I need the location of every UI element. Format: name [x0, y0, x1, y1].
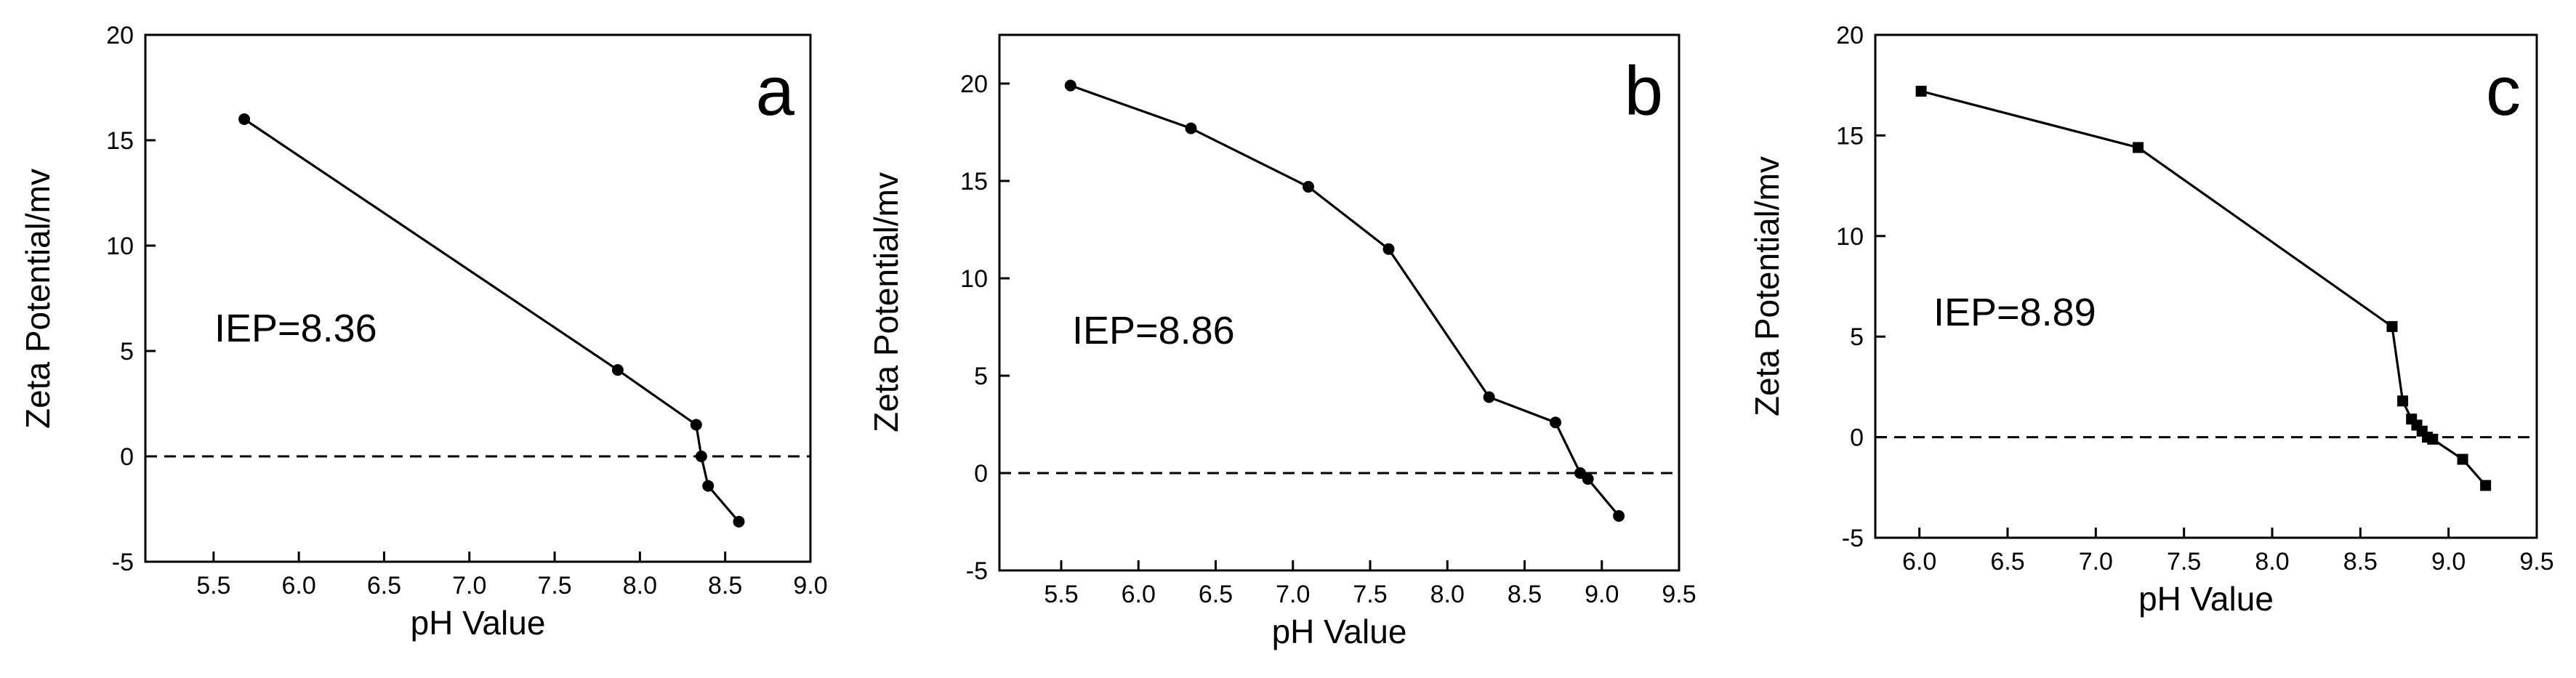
y-tick-label: 0 — [974, 460, 988, 488]
data-point — [611, 364, 624, 376]
y-tick-label: 5 — [120, 338, 134, 366]
data-point — [1185, 122, 1197, 134]
panel-label: c — [2486, 52, 2521, 130]
x-tick-label: 8.0 — [1430, 581, 1465, 608]
data-point — [1613, 509, 1625, 522]
y-tick-label: -5 — [1842, 525, 1864, 552]
x-tick-label: 9.5 — [2519, 548, 2553, 576]
y-axis-label: Zeta Potential/mv — [19, 169, 57, 429]
x-axis-label: pH Value — [411, 604, 546, 642]
panel-label: a — [756, 52, 795, 130]
data-point — [2427, 433, 2439, 445]
x-tick-label: 6.5 — [1199, 581, 1233, 608]
data-point — [1915, 86, 1927, 97]
y-tick-label: 15 — [960, 168, 988, 195]
y-tick-label: 0 — [120, 443, 134, 471]
y-tick-label: 10 — [960, 265, 988, 293]
x-tick-label: 9.0 — [793, 572, 827, 600]
chart-panel-b: 5.5 6.0 6.5 7.0 7.5 8.0 8.5 9.0 9.5 -5 0 5 10 15 20 pH … — [867, 33, 1696, 650]
y-tick-label: 15 — [1836, 122, 1864, 150]
x-tick-label: 7.5 — [537, 572, 571, 600]
x-axis-label: pH Value — [2138, 580, 2274, 618]
iep-annotation: IEP=8.36 — [214, 307, 377, 350]
data-point — [1483, 391, 1495, 403]
y-tick-label: 5 — [974, 363, 988, 390]
x-tick-label: 7.0 — [1276, 581, 1310, 608]
data-point — [1303, 181, 1314, 193]
data-point — [733, 515, 745, 528]
y-tick-label: -5 — [112, 549, 134, 576]
plot-frame — [1874, 33, 2538, 539]
x-tick-label: 8.0 — [623, 572, 657, 600]
y-tick-label: 10 — [1836, 223, 1864, 251]
x-tick-label: 5.5 — [1044, 581, 1078, 608]
data-point — [690, 419, 702, 431]
data-point — [238, 113, 251, 125]
data-point — [1382, 243, 1395, 255]
x-tick-label: 8.5 — [708, 572, 742, 600]
x-tick-label: 6.5 — [367, 572, 401, 600]
x-tick-label: 9.0 — [2431, 548, 2466, 576]
data-point — [2480, 480, 2492, 491]
data-point — [2457, 453, 2468, 465]
y-tick-label: 5 — [1850, 323, 1864, 351]
data-point — [1582, 473, 1594, 485]
x-tick-label: 7.0 — [452, 572, 486, 600]
x-tick-label: 6.0 — [282, 572, 316, 600]
chart-panel-c: 6.0 6.5 7.0 7.5 8.0 8.5 9.0 9.5 -5 0 5 10 15 20 pH Val… — [1748, 22, 2554, 618]
x-tick-label: 6.0 — [1122, 581, 1156, 608]
data-point — [1064, 79, 1076, 92]
x-tick-label: 8.5 — [2343, 548, 2378, 576]
y-tick-label: -5 — [966, 557, 988, 585]
x-tick-label: 8.5 — [1508, 581, 1542, 608]
panel-label: b — [1625, 52, 1663, 130]
data-point — [695, 451, 707, 462]
data-point — [1550, 416, 1561, 429]
y-axis-label: Zeta Potential/mv — [867, 172, 905, 432]
x-tick-label: 8.0 — [2255, 548, 2289, 576]
y-axis-label: Zeta Potential/mv — [1748, 156, 1786, 416]
data-point — [702, 480, 715, 492]
y-tick-label: 10 — [106, 233, 134, 260]
x-tick-label: 7.5 — [1353, 581, 1387, 608]
y-tick-label: 0 — [1850, 424, 1864, 452]
iep-annotation: IEP=8.89 — [1933, 291, 2096, 334]
x-tick-label: 6.0 — [1902, 548, 1936, 576]
x-tick-label: 7.5 — [2167, 548, 2201, 576]
chart-panel-a: 5.5 6.0 6.5 7.0 7.5 8.0 8.5 9.0 -5 0 5 10 15 20 pH Val… — [19, 22, 828, 642]
y-tick-label: 20 — [1836, 22, 1864, 49]
x-tick-label: 9.0 — [1585, 581, 1619, 608]
data-point — [2133, 142, 2144, 153]
series-line — [243, 118, 740, 522]
y-tick-label: 20 — [106, 22, 134, 49]
plot-frame — [998, 33, 1681, 572]
x-tick-label: 5.5 — [196, 572, 230, 600]
x-axis-label: pH Value — [1272, 613, 1407, 650]
y-tick-label: 20 — [960, 70, 988, 98]
x-tick-label: 9.5 — [1662, 581, 1696, 608]
data-point — [2386, 320, 2398, 332]
data-point — [2397, 395, 2409, 407]
iep-annotation: IEP=8.86 — [1072, 309, 1235, 352]
x-tick-label: 7.0 — [2079, 548, 2113, 576]
x-tick-label: 6.5 — [1990, 548, 2024, 576]
y-tick-label: 15 — [106, 127, 134, 155]
plot-frame — [144, 33, 812, 563]
